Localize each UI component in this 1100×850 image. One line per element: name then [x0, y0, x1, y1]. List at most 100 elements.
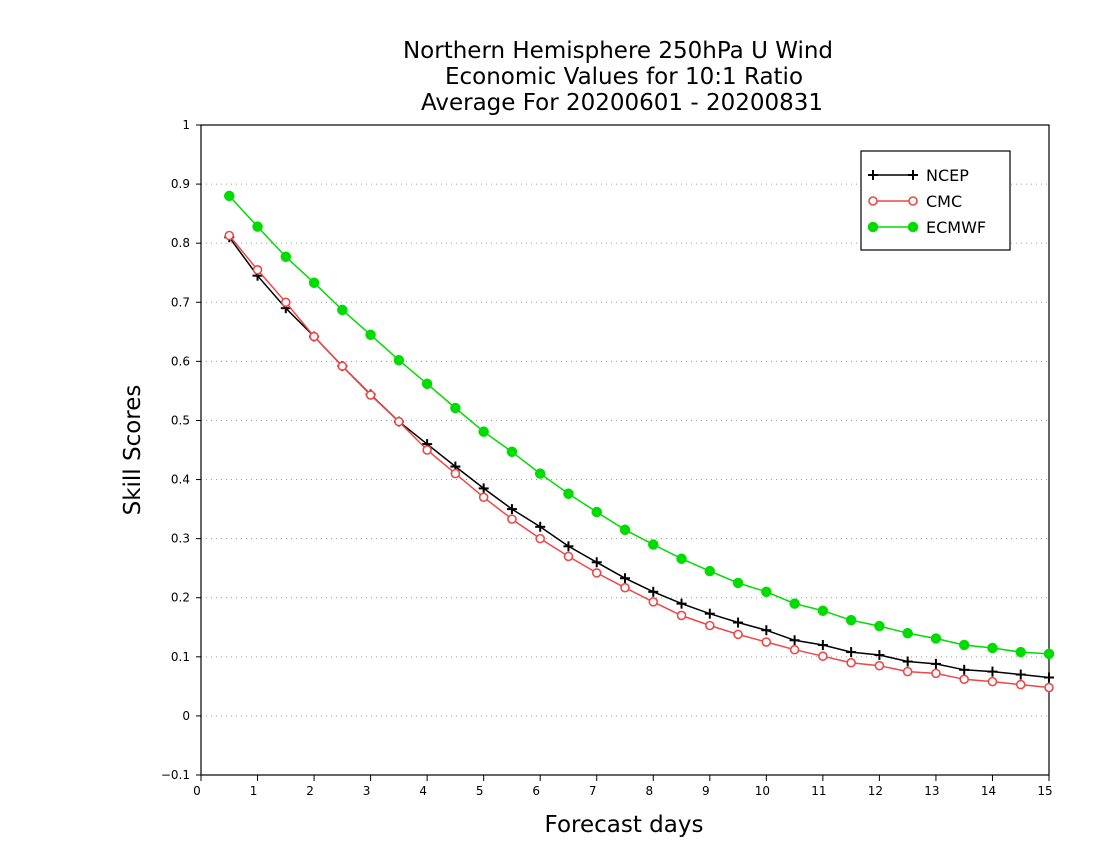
y-tick-label: 0.6 [171, 354, 190, 368]
data-point-ecmwf [591, 506, 602, 518]
y-tick-label: 1 [182, 118, 190, 132]
y-tick-label: −0.1 [161, 768, 190, 782]
data-point-cmc [252, 264, 263, 275]
data-point-ecmwf [958, 639, 970, 651]
data-point-cmc [761, 637, 772, 647]
data-point-cmc [846, 657, 856, 668]
x-tick-label: 2 [306, 784, 314, 798]
x-tick-label: 12 [868, 784, 883, 798]
data-point-ncep [535, 521, 546, 532]
data-point-cmc [507, 514, 517, 524]
x-tick-label: 13 [924, 784, 939, 798]
x-tick-label: 4 [419, 784, 427, 798]
data-point-cmc [648, 597, 659, 607]
data-point-ecmwf [930, 633, 942, 644]
data-point-cmc [365, 390, 376, 400]
data-point-ecmwf [676, 553, 687, 564]
x-tick-label: 3 [363, 784, 371, 798]
data-point-cmc [931, 668, 941, 679]
x-tick-label: 7 [589, 784, 597, 798]
data-point-ncep [959, 664, 970, 675]
legend-item-ncep: NCEP [868, 166, 969, 185]
plot-frame [200, 124, 1050, 776]
data-point-ecmwf [365, 329, 376, 341]
data-point-ncep [817, 640, 828, 650]
data-point-ecmwf [252, 221, 263, 232]
data-point-cmc [818, 651, 828, 662]
data-point-cmc [563, 551, 574, 562]
data-point-ncep [704, 608, 715, 619]
data-point-ecmwf [817, 605, 829, 616]
data-point-cmc [1044, 682, 1054, 693]
data-point-cmc [959, 674, 970, 685]
data-point-ecmwf [648, 539, 659, 550]
series-cmc [224, 230, 1054, 693]
data-point-ncep [563, 541, 574, 552]
series-ncep [224, 232, 1054, 683]
x-tick-label: 11 [811, 784, 826, 798]
data-point-ecmwf [478, 426, 489, 437]
data-point-ncep [478, 483, 489, 494]
data-point-ecmwf [845, 614, 857, 626]
y-tick-label: 0.2 [171, 591, 190, 605]
data-point-ecmwf [1043, 648, 1055, 660]
x-tick-label: 0 [193, 784, 201, 798]
y-tick-label: 0.1 [171, 650, 190, 664]
data-point-ecmwf [421, 378, 433, 390]
data-point-ecmwf [224, 190, 235, 202]
data-point-cmc [224, 230, 235, 241]
legend-label-cmc: CMC [926, 192, 962, 211]
series-layer [224, 190, 1055, 693]
data-point-ecmwf [619, 524, 631, 536]
data-point-cmc [337, 361, 348, 371]
axis-ticks: −0.100.10.20.30.40.50.60.70.80.910 1 2 3 4 5 6… [161, 118, 1053, 798]
y-tick-label: 0.4 [171, 473, 190, 487]
data-point-cmc [902, 666, 913, 677]
data-point-ncep [676, 598, 687, 609]
data-point-cmc [422, 445, 432, 455]
data-point-cmc [394, 416, 404, 427]
data-point-ecmwf [280, 251, 292, 263]
legend-label-ecmwf: ECMWF [926, 218, 986, 237]
data-point-ncep [846, 647, 857, 658]
data-point-cmc [789, 644, 800, 655]
series-line-cmc [228, 235, 1050, 689]
series-ecmwf [224, 190, 1055, 660]
legend-item-ecmwf: ECMWF [867, 218, 986, 237]
data-point-cmc [478, 492, 489, 503]
data-point-ecmwf [732, 577, 744, 589]
y-tick-label: 0.5 [171, 413, 190, 427]
data-point-cmc [874, 660, 885, 671]
legend-marker-cmc [908, 196, 918, 206]
y-tick-label: 0.3 [171, 532, 190, 546]
legend-marker-ncep [868, 170, 878, 180]
series-line-ncep [228, 236, 1050, 679]
data-point-ncep [1015, 669, 1026, 680]
title-line-2: Economic Values for 10:1 Ratio [445, 64, 803, 90]
data-point-ncep [930, 658, 941, 669]
y-tick-label: 0.8 [171, 236, 190, 250]
legend-marker-ecmwf [867, 221, 879, 233]
data-point-ecmwf [534, 468, 546, 479]
data-point-cmc [676, 610, 687, 621]
data-point-ecmwf [874, 620, 885, 632]
y-tick-label: 0 [182, 709, 190, 723]
x-tick-label: 10 [755, 784, 770, 798]
data-point-ncep [789, 635, 800, 646]
data-point-ncep [902, 656, 913, 667]
data-point-ecmwf [1015, 646, 1026, 658]
x-axis-label: Forecast days [545, 812, 704, 838]
data-point-cmc [987, 676, 998, 687]
data-point-ncep [733, 617, 744, 628]
x-tick-label: 14 [981, 784, 996, 798]
data-point-ncep [591, 557, 602, 568]
data-point-cmc [1015, 679, 1026, 690]
legend-label-ncep: NCEP [926, 166, 969, 185]
y-tick-label: 0.7 [171, 295, 190, 309]
x-tick-label: 15 [1037, 784, 1052, 798]
data-point-ncep [761, 625, 772, 636]
y-axis-label: Skill Scores [120, 385, 146, 516]
x-tick-label: 1 [250, 784, 258, 798]
data-point-ncep [874, 650, 885, 661]
